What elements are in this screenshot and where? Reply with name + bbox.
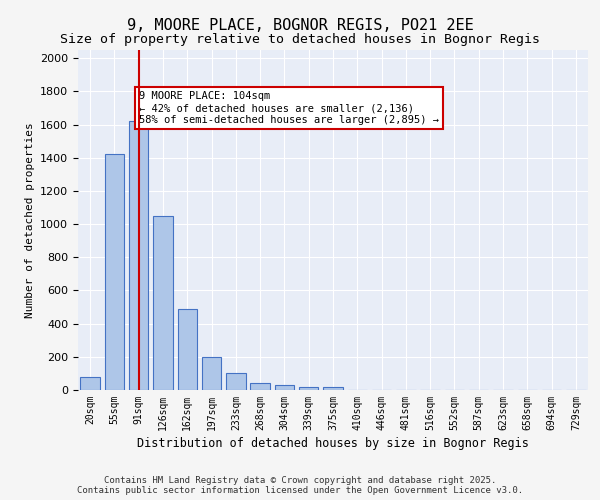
Bar: [299, 386, 319, 390]
Bar: [153, 216, 173, 390]
Text: Contains HM Land Registry data © Crown copyright and database right 2025.
Contai: Contains HM Land Registry data © Crown c…: [77, 476, 523, 495]
Bar: [250, 384, 270, 390]
Bar: [323, 386, 343, 390]
Text: 9 MOORE PLACE: 104sqm
← 42% of detached houses are smaller (2,136)
58% of semi-d: 9 MOORE PLACE: 104sqm ← 42% of detached …: [139, 92, 439, 124]
Text: 9, MOORE PLACE, BOGNOR REGIS, PO21 2EE: 9, MOORE PLACE, BOGNOR REGIS, PO21 2EE: [127, 18, 473, 32]
Bar: [80, 376, 100, 390]
Bar: [202, 357, 221, 390]
Bar: [178, 308, 197, 390]
X-axis label: Distribution of detached houses by size in Bognor Regis: Distribution of detached houses by size …: [137, 437, 529, 450]
Bar: [129, 122, 148, 390]
Text: Size of property relative to detached houses in Bognor Regis: Size of property relative to detached ho…: [60, 32, 540, 46]
Bar: [226, 372, 245, 390]
Bar: [275, 385, 294, 390]
Bar: [105, 154, 124, 390]
Y-axis label: Number of detached properties: Number of detached properties: [25, 122, 35, 318]
